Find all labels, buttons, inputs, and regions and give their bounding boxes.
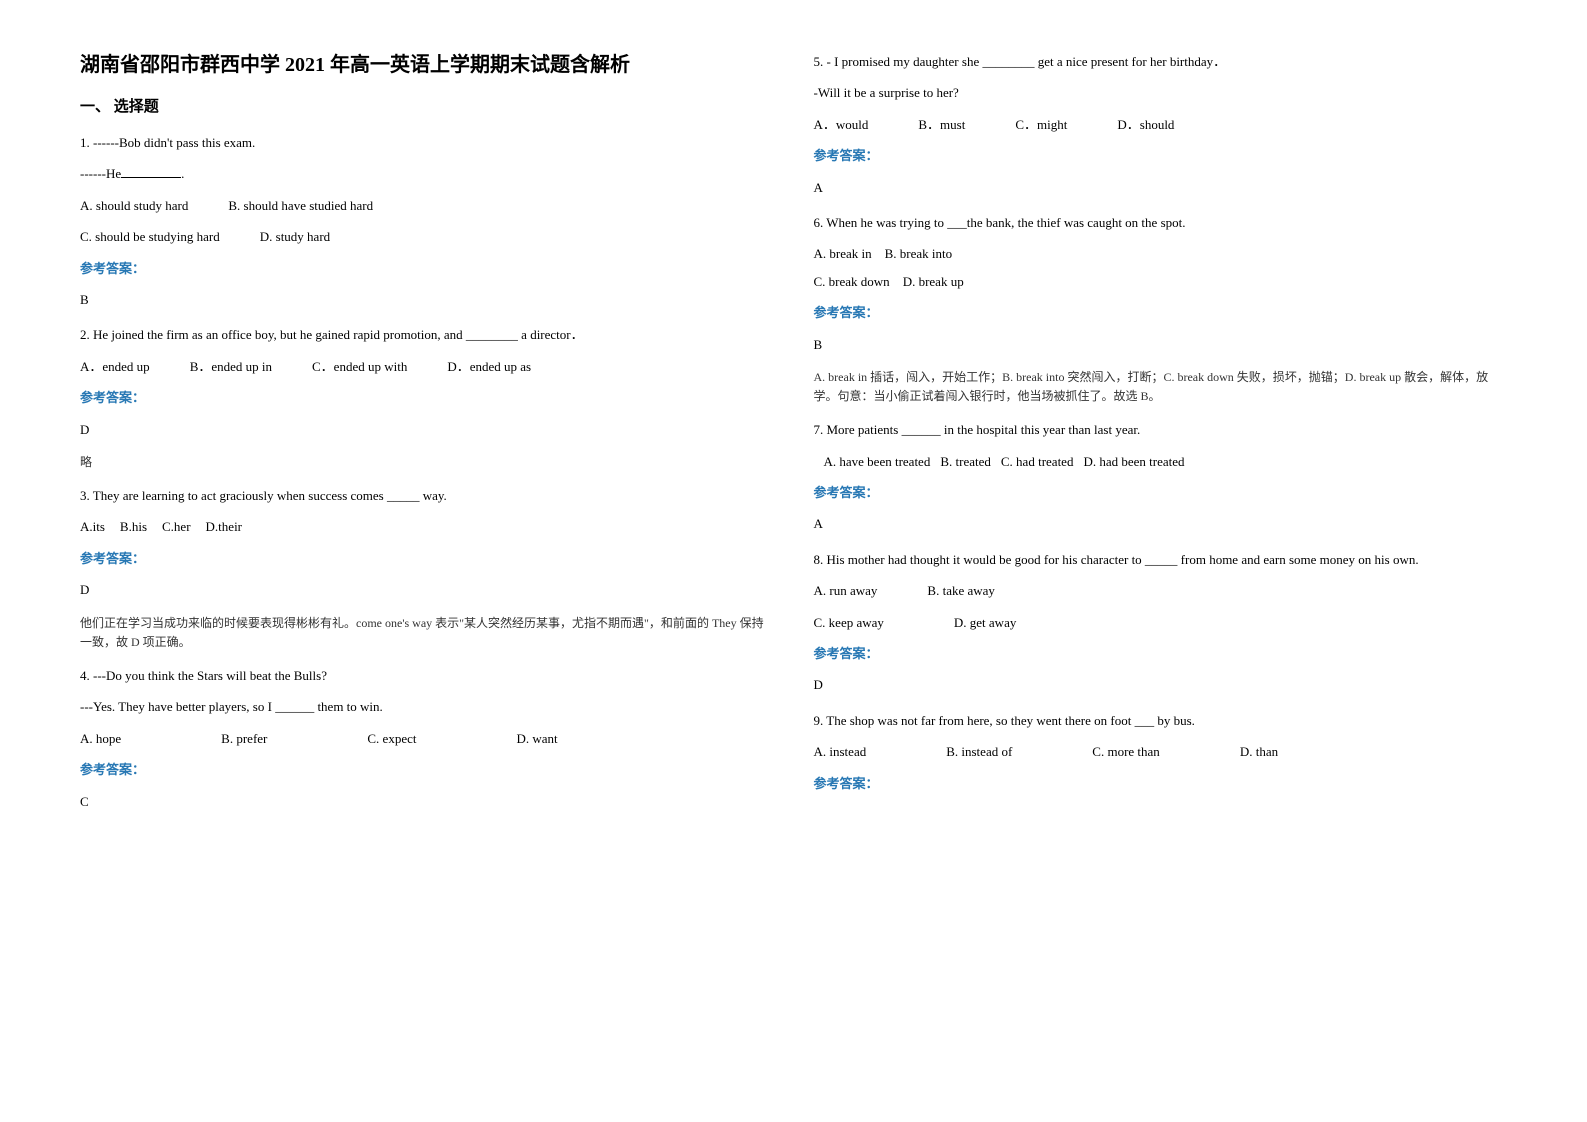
q1-options-row1: A. should study hard B. should have stud… [80, 194, 774, 217]
question-8: 8. His mother had thought it would be go… [814, 548, 1508, 697]
q6-answer-label: 参考答案： [814, 301, 1508, 324]
q8-answer-label: 参考答案： [814, 642, 1508, 665]
q6-optA: A. break in [814, 246, 872, 261]
q2-optC: C．ended up with [312, 355, 407, 378]
q9-optB: B. instead of [946, 740, 1012, 763]
section-header: 一、 选择题 [80, 95, 774, 116]
question-4: 4. ---Do you think the Stars will beat t… [80, 664, 774, 813]
q4-answer: C [80, 790, 774, 813]
q3-answer-label: 参考答案： [80, 547, 774, 570]
q6-text: 6. When he was trying to ___the bank, th… [814, 211, 1508, 234]
q9-optC: C. more than [1092, 740, 1160, 763]
q8-options-row1: A. run away B. take away [814, 579, 1508, 602]
q1-options-row2: C. should be studying hard D. study hard [80, 225, 774, 248]
q5-answer-label: 参考答案： [814, 144, 1508, 167]
q8-answer: D [814, 673, 1508, 696]
q6-options: A. break in B. break into C. break down … [814, 242, 1508, 293]
q1-optA: A. should study hard [80, 194, 188, 217]
q6-optC: C. break down [814, 274, 890, 289]
q4-optD: D. want [516, 727, 557, 750]
q4-optA: A. hope [80, 727, 121, 750]
q3-optC: C.her [162, 515, 191, 538]
question-2: 2. He joined the firm as an office boy, … [80, 323, 774, 472]
q9-answer-label: 参考答案： [814, 772, 1508, 795]
q7-answer: A [814, 512, 1508, 535]
q4-options: A. hope B. prefer C. expect D. want [80, 727, 774, 750]
q3-text: 3. They are learning to act graciously w… [80, 484, 774, 507]
q4-answer-label: 参考答案： [80, 758, 774, 781]
q4-text1: 4. ---Do you think the Stars will beat t… [80, 664, 774, 687]
q7-optA: A. have been treated [824, 450, 931, 473]
left-column: 湖南省邵阳市群西中学 2021 年高一英语上学期期末试题含解析 一、 选择题 1… [60, 50, 794, 1072]
q8-optC: C. keep away [814, 611, 884, 634]
q6-optB: B. break into [885, 246, 953, 261]
q5-optB: B．must [918, 113, 965, 136]
q3-answer: D [80, 578, 774, 601]
q1-optD: D. study hard [260, 225, 330, 248]
q7-options: A. have been treated B. treated C. had t… [814, 450, 1508, 473]
q2-options: A．ended up B．ended up in C．ended up with… [80, 355, 774, 378]
q8-optD: D. get away [954, 611, 1016, 634]
question-7: 7. More patients ______ in the hospital … [814, 418, 1508, 536]
q7-optC: C. had treated [1001, 450, 1074, 473]
q5-optA: A．would [814, 113, 869, 136]
q5-answer: A [814, 176, 1508, 199]
q3-explanation: 他们正在学习当成功来临的时候要表现得彬彬有礼。come one's way 表示… [80, 614, 774, 652]
q1-text1: 1. ------Bob didn't pass this exam. [80, 131, 774, 154]
q5-options: A．would B．must C．might D．should [814, 113, 1508, 136]
q8-options-row2: C. keep away D. get away [814, 611, 1508, 634]
q3-optB: B.his [120, 515, 147, 538]
q6-answer: B [814, 333, 1508, 356]
question-5: 5. - I promised my daughter she ________… [814, 50, 1508, 199]
q8-optA: A. run away [814, 579, 878, 602]
q6-explanation: A. break in 插话，闯入，开始工作；B. break into 突然闯… [814, 368, 1508, 406]
q2-text: 2. He joined the firm as an office boy, … [80, 323, 774, 346]
q1-answer-label: 参考答案： [80, 257, 774, 280]
blank [121, 164, 181, 178]
q2-answer-label: 参考答案： [80, 386, 774, 409]
q9-optA: A. instead [814, 740, 867, 763]
q9-text: 9. The shop was not far from here, so th… [814, 709, 1508, 732]
q6-optD: D. break up [903, 274, 964, 289]
q7-answer-label: 参考答案： [814, 481, 1508, 504]
right-column: 5. - I promised my daughter she ________… [794, 50, 1528, 1072]
q1-answer: B [80, 288, 774, 311]
q3-options: A.its B.his C.her D.their [80, 515, 774, 538]
q4-optC: C. expect [367, 727, 416, 750]
q7-optB: B. treated [940, 450, 991, 473]
page-title: 湖南省邵阳市群西中学 2021 年高一英语上学期期末试题含解析 [80, 50, 774, 80]
q9-optD: D. than [1240, 740, 1278, 763]
q7-text: 7. More patients ______ in the hospital … [814, 418, 1508, 441]
q2-explanation: 略 [80, 453, 774, 472]
q3-optA: A.its [80, 515, 105, 538]
q1-optB: B. should have studied hard [228, 194, 373, 217]
q2-optB: B．ended up in [190, 355, 272, 378]
q1-optC: C. should be studying hard [80, 225, 220, 248]
q5-optD: D．should [1117, 113, 1174, 136]
question-1: 1. ------Bob didn't pass this exam. ----… [80, 131, 774, 311]
q5-text2: -Will it be a surprise to her? [814, 81, 1508, 104]
question-3: 3. They are learning to act graciously w… [80, 484, 774, 652]
question-6: 6. When he was trying to ___the bank, th… [814, 211, 1508, 406]
q2-optA: A．ended up [80, 355, 150, 378]
q7-optD: D. had been treated [1083, 450, 1184, 473]
q5-text1: 5. - I promised my daughter she ________… [814, 50, 1508, 73]
q3-optD: D.their [206, 515, 242, 538]
q9-options: A. instead B. instead of C. more than D.… [814, 740, 1508, 763]
q1-text2: ------He. [80, 162, 774, 185]
q4-optB: B. prefer [221, 727, 267, 750]
q2-answer: D [80, 418, 774, 441]
q8-text: 8. His mother had thought it would be go… [814, 548, 1508, 571]
q5-optC: C．might [1015, 113, 1067, 136]
q8-optB: B. take away [927, 579, 995, 602]
question-9: 9. The shop was not far from here, so th… [814, 709, 1508, 795]
q2-optD: D．ended up as [447, 355, 531, 378]
q4-text2: ---Yes. They have better players, so I _… [80, 695, 774, 718]
